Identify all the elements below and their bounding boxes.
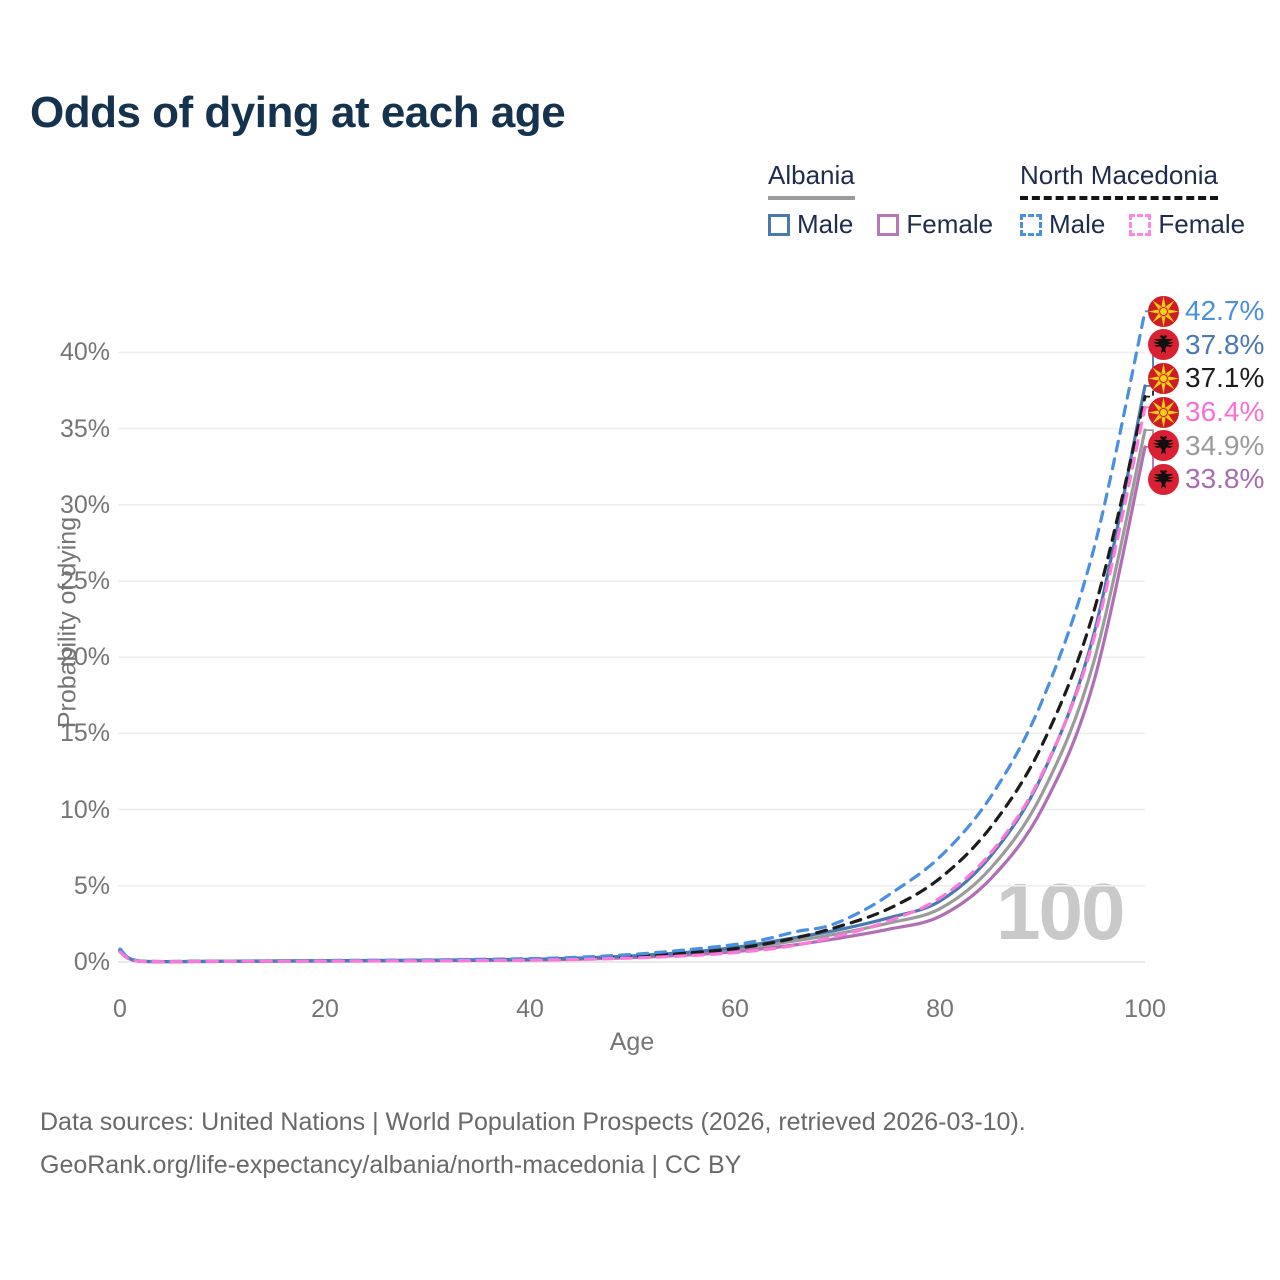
end-label-value: 34.9% [1185, 429, 1265, 461]
flag-al-icon [1148, 463, 1179, 495]
y-tick-label: 35% [59, 414, 110, 443]
flag-mk-icon [1148, 362, 1179, 394]
x-tick-label: 0 [113, 995, 127, 1023]
end-label-value: 37.8% [1185, 328, 1265, 360]
legend-header-north-macedonia[interactable]: North Macedonia [1020, 160, 1218, 200]
flag-mk-icon [1148, 295, 1179, 327]
flag-al-icon [1148, 430, 1179, 462]
legend-item-label: Male [1049, 209, 1106, 239]
end-label-nm_total[interactable]: 37.1% [1148, 361, 1264, 395]
legend-items-north-macedonia: Male Female [1020, 209, 1269, 240]
legend-item-albania-male[interactable]: Male [768, 209, 853, 240]
y-tick-label: 0% [73, 948, 110, 976]
series-line-al_total[interactable] [118, 428, 1147, 964]
legend-group-albania: Albania Male Female [768, 160, 1017, 240]
legend-header-albania[interactable]: Albania [768, 160, 855, 200]
x-tick-label: 20 [311, 995, 339, 1023]
end-label-al_female[interactable]: 33.8% [1148, 462, 1264, 496]
footer-data-sources: Data sources: United Nations | World Pop… [40, 1108, 1026, 1136]
nm-female-swatch-icon [1129, 213, 1152, 236]
y-tick-label: 20% [59, 643, 110, 672]
legend-item-albania-female[interactable]: Female [877, 209, 993, 240]
legend-item-label: Male [797, 209, 854, 239]
y-tick-label: 5% [73, 871, 110, 900]
series-line-nm_female[interactable] [118, 405, 1147, 964]
y-tick-label: 30% [59, 490, 110, 519]
end-label-nm_female[interactable]: 36.4% [1148, 395, 1264, 429]
legend-items-albania: Male Female [768, 209, 1017, 240]
end-label-value: 36.4% [1185, 396, 1265, 428]
legend-item-label: Female [1158, 209, 1246, 239]
legend-group-north-macedonia: North Macedonia Male Female [1020, 160, 1269, 240]
legend-item-nm-male[interactable]: Male [1020, 209, 1105, 240]
flag-mk-icon [1148, 396, 1179, 428]
x-axis-title: Age [609, 1028, 655, 1056]
x-tick-label: 60 [721, 995, 749, 1023]
legend-item-nm-female[interactable]: Female [1129, 209, 1245, 240]
footer-attribution-link[interactable]: GeoRank.org/life-expectancy/albania/nort… [40, 1151, 742, 1179]
legend-item-label: Female [906, 209, 994, 239]
nm-male-swatch-icon [1020, 213, 1042, 236]
y-tick-label: 10% [59, 795, 110, 824]
x-tick-label: 40 [516, 995, 544, 1023]
end-label-al_total[interactable]: 34.9% [1148, 429, 1264, 463]
end-label-al_male[interactable]: 37.8% [1148, 328, 1264, 362]
end-label-value: 42.7% [1185, 295, 1265, 327]
end-label-value: 37.1% [1185, 362, 1265, 394]
flag-al-icon [1148, 329, 1179, 361]
end-label-value: 33.8% [1185, 463, 1265, 495]
y-tick-label: 25% [59, 567, 110, 595]
x-tick-label: 80 [926, 995, 954, 1023]
age-cursor-watermark: 100 [996, 867, 1125, 956]
series-line-al_female[interactable] [118, 445, 1147, 964]
series-line-nm_total[interactable] [118, 395, 1147, 964]
series-line-nm_male[interactable] [118, 309, 1147, 964]
end-label-nm_male[interactable]: 42.7% [1148, 294, 1264, 328]
albania-female-swatch-icon [877, 213, 900, 236]
page-title: Odds of dying at each age [30, 88, 566, 137]
y-tick-label: 15% [59, 719, 110, 748]
y-tick-label: 40% [59, 338, 110, 367]
x-tick-label: 100 [1124, 995, 1166, 1023]
albania-male-swatch-icon [768, 213, 790, 236]
series-line-al_male[interactable] [118, 384, 1147, 964]
